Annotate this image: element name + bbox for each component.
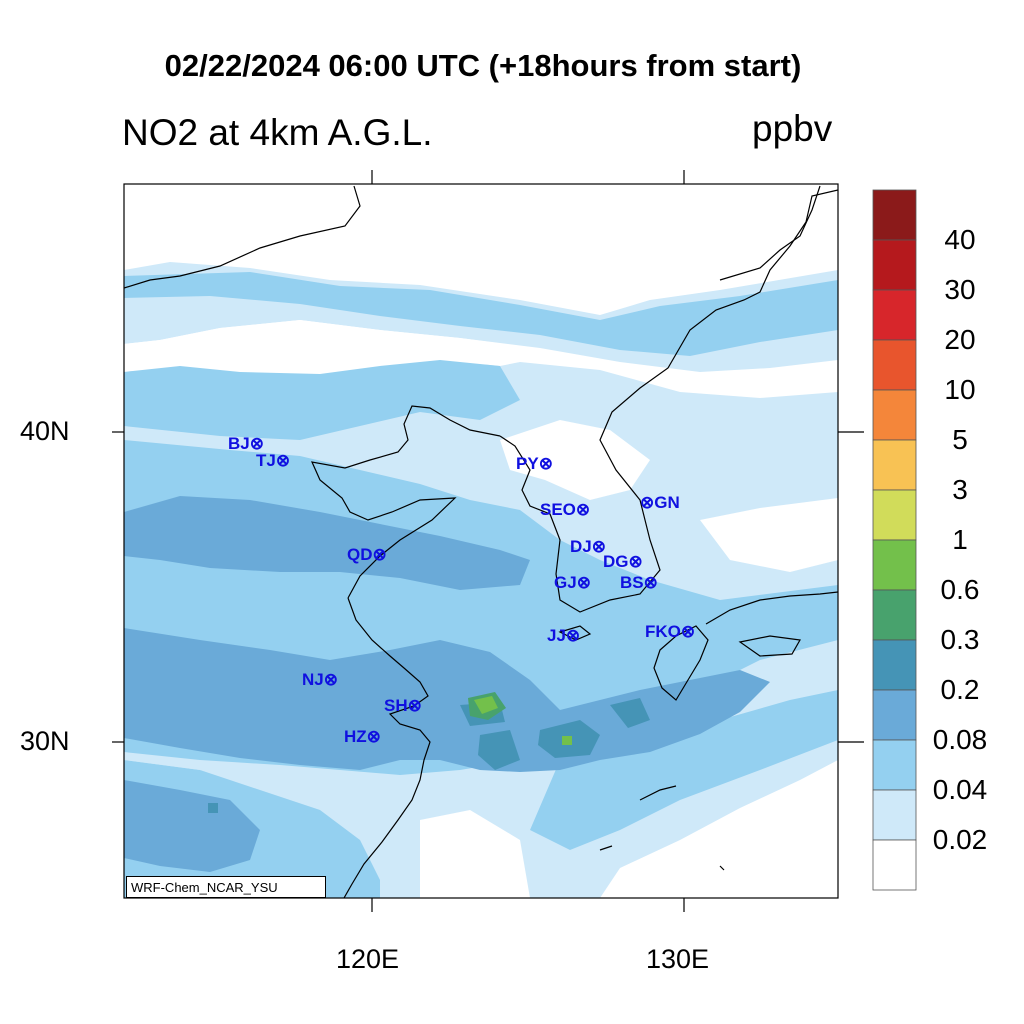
colorbar-tick-label: 0.08 <box>932 724 988 755</box>
gap-clean-north <box>124 320 540 374</box>
band-0.04-north <box>124 272 838 356</box>
spot-0.6-b <box>562 736 572 745</box>
concentration-field <box>124 184 838 898</box>
units-label: ppbv <box>752 108 833 149</box>
city-marker-dj: DJ⊗ <box>570 537 606 556</box>
city-marker-sh: SH⊗ <box>384 696 422 715</box>
city-marker-bs: BS⊗ <box>620 573 658 592</box>
colorbar-tick-label: 20 <box>944 324 976 355</box>
city-marker-dg: DG⊗ <box>603 552 643 571</box>
band-0.04-mid <box>124 360 520 440</box>
lon-label-130e: 130E <box>646 944 710 974</box>
variable-title: NO2 at 4km A.G.L. <box>122 112 433 153</box>
coast-china-bohai <box>310 405 501 599</box>
colorbar <box>872 189 917 891</box>
colorbar-tick-label: 40 <box>944 224 976 255</box>
coast-russia <box>719 185 821 281</box>
colorbar-swatch <box>872 489 917 541</box>
band-0.04-se <box>530 690 838 850</box>
coast-liaodong <box>499 189 838 613</box>
colorbar-swatch <box>872 189 917 241</box>
coast-jeju <box>558 625 592 641</box>
gap-clean-south <box>420 810 530 898</box>
city-marker-hz: HZ⊗ <box>344 727 381 746</box>
city-marker-seo: SEO⊗ <box>540 500 591 519</box>
colorbar-tick-label: 0.6 <box>940 574 980 605</box>
gap-clean-korea <box>500 420 650 500</box>
spot-0.6-a <box>474 696 498 714</box>
band-0.08-sw <box>124 780 260 872</box>
colorbar-swatch <box>872 539 917 591</box>
lon-label-120e: 120E <box>336 944 400 974</box>
colorbar-swatch <box>872 789 917 841</box>
city-marker-jj: JJ⊗ <box>547 626 581 645</box>
band-0.08-north <box>124 496 530 590</box>
city-marker-gn: ⊗GN <box>640 493 680 512</box>
spot-0.2-a <box>478 730 520 770</box>
coast-japan-honshu <box>705 591 838 625</box>
colorbar-swatch <box>872 739 917 791</box>
colorbar-swatch <box>872 339 917 391</box>
colorbar-tick-label: 1 <box>952 524 968 555</box>
city-marker-qd: QD⊗ <box>347 545 387 564</box>
gap-clean-southeast <box>600 760 838 898</box>
coast-japan-shikoku <box>738 635 801 657</box>
colorbar-swatch <box>872 639 917 691</box>
spot-0.2-c <box>610 698 650 728</box>
map-frame <box>123 183 839 899</box>
tick-marks <box>112 170 864 912</box>
colorbar-swatch <box>872 589 917 641</box>
city-marker-bj: BJ⊗ <box>228 434 264 453</box>
city-marker-fko: FKO⊗ <box>645 622 696 641</box>
coast-ryukyu <box>599 785 725 871</box>
colorbar-tick-label: 0.3 <box>940 624 980 655</box>
colorbar-tick-label: 5 <box>952 424 968 455</box>
city-marker-nj: NJ⊗ <box>302 670 338 689</box>
colorbar-tick-label: 0.02 <box>932 824 988 855</box>
colorbar-tick-label: 10 <box>944 374 976 405</box>
colorbar-tick-label: 0.04 <box>932 774 988 805</box>
band-0.08-south <box>124 628 770 772</box>
city-marker-tj: TJ⊗ <box>256 451 291 470</box>
city-marker-py: PY⊗ <box>516 454 553 473</box>
model-credit: WRF-Chem_NCAR_YSU <box>126 876 326 898</box>
city-marker-gj: GJ⊗ <box>554 573 591 592</box>
colorbar-tick-label: 3 <box>952 474 968 505</box>
coastlines <box>124 185 838 898</box>
colorbar-tick-label: 30 <box>944 274 976 305</box>
lat-label-40n: 40N <box>20 416 70 446</box>
colorbar-swatch <box>872 439 917 491</box>
colorbar-swatch <box>872 239 917 291</box>
colorbar-swatch <box>872 289 917 341</box>
coast-china-east <box>343 597 431 898</box>
coast-japan-kyushu <box>653 625 709 701</box>
colorbar-swatch <box>872 689 917 741</box>
gap-clean-east <box>700 498 838 572</box>
lat-label-30n: 30N <box>20 726 70 756</box>
colorbar-swatch <box>872 389 917 441</box>
colorbar-tick-label: 0.2 <box>940 674 980 705</box>
main-title: 02/22/2024 06:00 UTC (+18hours from star… <box>164 48 802 83</box>
spot-0.2-e <box>208 803 218 813</box>
colorbar-swatch <box>872 839 917 891</box>
coast-china-north <box>124 185 361 289</box>
